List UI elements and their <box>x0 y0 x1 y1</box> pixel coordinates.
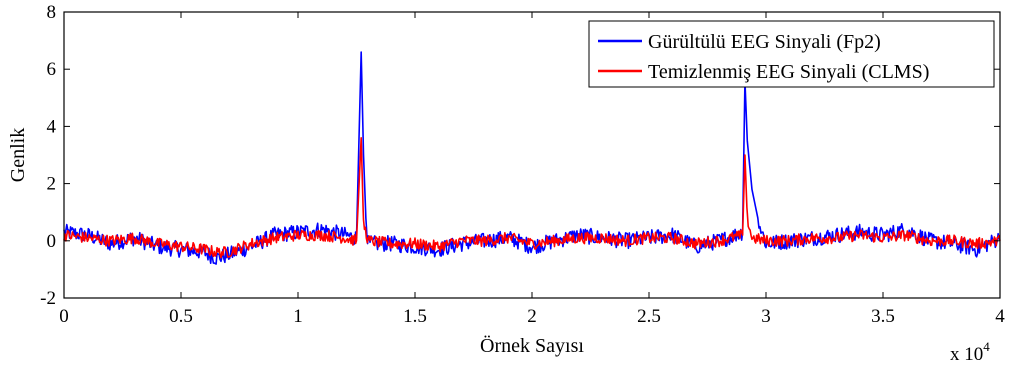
x-multiplier-base: x 10 <box>950 344 983 365</box>
x-tick-label: 0.5 <box>169 306 193 327</box>
x-tick-label: 1.5 <box>403 306 427 327</box>
x-tick-label: 2.5 <box>637 306 661 327</box>
y-tick-label: 2 <box>47 174 57 195</box>
y-axis-title: Genlik <box>7 128 29 182</box>
legend-label-clean: Temizlenmiş EEG Sinyali (CLMS) <box>648 61 929 83</box>
x-multiplier-exponent: 4 <box>983 339 990 354</box>
y-tick-label: 8 <box>47 2 57 23</box>
series-layer <box>63 51 1001 265</box>
x-tick-label: 4 <box>995 306 1005 327</box>
y-tick-label: 4 <box>47 116 57 137</box>
x-tick-label: 3 <box>761 306 771 327</box>
legend-box <box>588 20 995 88</box>
x-multiplier-label: x 104 <box>950 339 990 365</box>
y-tick-label: 6 <box>47 59 57 80</box>
legend-label-noisy: Gürültülü EEG Sinyali (Fp2) <box>648 31 881 53</box>
x-tick-label: 3.5 <box>871 306 895 327</box>
y-tick-label: 0 <box>47 231 57 252</box>
series-clean-line <box>63 137 1001 259</box>
y-tick-label: -2 <box>40 288 56 309</box>
x-tick-label: 2 <box>527 306 537 327</box>
x-tick-label: 1 <box>293 306 303 327</box>
x-tick-label: 0 <box>59 306 69 327</box>
legend: Gürültülü EEG Sinyali (Fp2) Temizlenmiş … <box>588 20 995 88</box>
x-axis-title: Örnek Sayısı <box>480 334 584 357</box>
